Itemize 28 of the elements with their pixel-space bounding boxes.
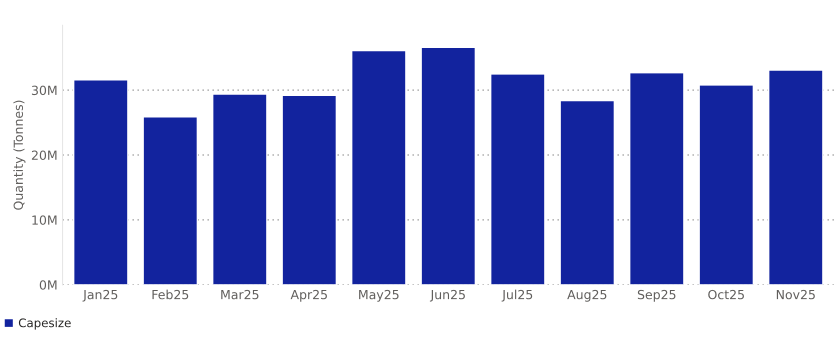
x-tick-label: Mar25 [221,290,258,300]
bar [281,94,338,285]
x-tick-label: Apr25 [290,290,327,302]
bar [698,84,754,285]
x-tick-label: Jul25 [502,290,532,302]
bar [768,69,824,285]
x-tick-label: Oct25 [708,290,744,300]
legend-label: Capesize [18,318,71,330]
x-tick-label: Sep25 [638,290,676,302]
x-tick-label: Jan25 [82,290,118,302]
bar [142,116,198,285]
x-tick-label: Jun25 [430,290,465,302]
y-tick-label: 30M [32,86,56,96]
bar [559,100,616,285]
y-tick-label: 0M [40,280,56,290]
y-axis-title: Quantity (Tonnes) [13,100,26,210]
bar [420,46,476,285]
bar [490,73,546,285]
bar [628,72,685,285]
x-tick-label: May25 [359,290,399,302]
x-tick-label: Feb25 [152,290,188,300]
x-tick-label: Aug25 [567,290,606,302]
bar [72,79,129,285]
y-tick-label: 20M [32,150,56,160]
y-tick-label: 10M [32,215,56,225]
bar [212,93,268,285]
x-tick-label: Nov25 [776,290,815,300]
bar [350,50,407,285]
